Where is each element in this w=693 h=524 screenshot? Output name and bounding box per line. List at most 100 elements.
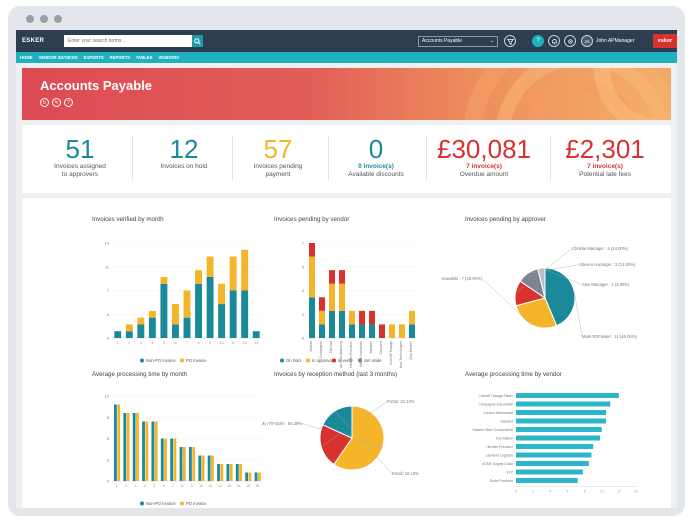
main-nav: HOME VENDOR INVOICES EXPORTS REPORTS TAB… <box>16 52 677 63</box>
kpi-potential-late-fees[interactable]: £2,301 7 invoice(s) Potential late fees <box>550 125 660 193</box>
window-maximize-dot[interactable] <box>54 15 62 23</box>
bar-non-po-invoice <box>226 464 230 481</box>
kpi-invoices-assigned[interactable]: 51 Invoices assigned to approvers <box>32 125 128 193</box>
kpi-label: Available discounts <box>348 170 404 178</box>
pie-leader-line <box>527 264 581 274</box>
bar-po-invoice <box>117 404 121 481</box>
bar-non-po-invoice <box>114 404 117 481</box>
x-tick-label: 12 <box>617 490 621 494</box>
bar-segment <box>229 256 237 291</box>
window-minimize-dot[interactable] <box>40 15 48 23</box>
bar <box>516 469 583 475</box>
notifications-button[interactable] <box>548 35 560 47</box>
kpi-value: 12 <box>169 134 199 164</box>
bar-segment <box>369 310 375 325</box>
bar-segment <box>241 249 249 291</box>
filter-button[interactable] <box>504 35 516 47</box>
chart-title: Average processing time by vendor <box>465 371 562 378</box>
x-tick-label: 15 <box>246 484 250 488</box>
y-tick-label: 0 <box>107 336 110 341</box>
legend-swatch <box>332 358 336 363</box>
nav-item-exports[interactable]: EXPORTS <box>83 55 104 60</box>
chart-invoices-pending-by-vendor[interactable]: 0 2 4 5 7 Acmad Compagnie Dahoud Eckman Manufact… <box>277 228 427 368</box>
search-button[interactable] <box>192 35 203 47</box>
legend-swatch <box>180 501 184 506</box>
bar-segment <box>339 270 345 284</box>
kpi-sub: 7 invoice(s) <box>587 163 623 170</box>
bar-segment <box>319 324 325 338</box>
window-close-dot[interactable] <box>26 15 34 23</box>
chart-title: Invoices pending by approver <box>465 216 546 223</box>
bar-segment <box>206 256 214 277</box>
help-button[interactable]: ? <box>532 35 544 47</box>
nav-item-home[interactable]: HOME <box>20 55 33 60</box>
kpi-overdue-amount[interactable]: £30,081 7 invoice(s) Overdue amount <box>422 125 546 193</box>
bar-segment <box>206 276 214 338</box>
pie-leader-line <box>334 410 393 474</box>
bar <box>516 393 619 398</box>
window-titlebar <box>8 6 685 32</box>
nav-item-vendor-invoices[interactable]: VENDOR INVOICES <box>38 55 78 60</box>
search-icon <box>194 37 201 45</box>
avatar[interactable]: JA <box>581 35 593 47</box>
bar-po-invoice <box>145 421 149 481</box>
x-tick-label: 3 <box>140 341 142 345</box>
pie-label: Rose EKowalski : 7 (28.00%) <box>442 276 483 281</box>
bar-non-po-invoice <box>217 464 220 481</box>
bar-segment <box>329 310 335 338</box>
x-tick-label: 7 <box>186 341 188 345</box>
bar <box>516 410 606 415</box>
divider <box>426 135 427 181</box>
browser-frame: ESKER Accounts Payable ⌄ ? <box>8 6 685 516</box>
bar-segment <box>183 290 191 318</box>
legend-swatch <box>180 358 184 363</box>
bar-segment <box>329 283 335 311</box>
kpi-label: Invoices pending <box>253 163 303 170</box>
legend-swatch <box>140 501 144 506</box>
kpi-invoices-on-hold[interactable]: 12 Invoices on hold <box>136 125 232 193</box>
role-select[interactable]: Accounts Payable ⌄ <box>418 36 498 47</box>
y-tick-label: 5 <box>107 436 110 441</box>
info-icon[interactable]: ? <box>64 98 73 107</box>
y-tick-label: Tool Station <box>495 437 513 441</box>
chart-invoices-pending-by-approver[interactable]: Mark EDFowler : 11 (45.00%) Rose EKowalsk… <box>442 228 652 358</box>
divider <box>328 135 329 181</box>
nav-item-reports[interactable]: REPORTS <box>109 55 130 60</box>
bar-po-invoice <box>229 464 233 481</box>
chart-invoices-by-reception-method[interactable]: My ATFolder : 59.39% Portal: 22.13% Email:… <box>262 383 442 503</box>
bar-non-po-invoice <box>207 455 211 481</box>
settings-button[interactable] <box>564 35 576 47</box>
nav-item-vendors[interactable]: VENDORS <box>158 55 180 60</box>
x-tick-label: Compagnie <box>319 341 323 358</box>
bar-po-invoice <box>173 438 177 481</box>
x-tick-label: 13 <box>227 484 231 488</box>
x-tick-label: 9 <box>209 341 211 345</box>
refresh-icon[interactable]: ↻ <box>40 98 49 107</box>
kpi-invoices-pending-payment[interactable]: 57 Invoices pending payment <box>230 125 326 193</box>
search-input[interactable] <box>64 35 192 47</box>
kpi-value: 51 <box>65 134 95 164</box>
bar-po-invoice <box>248 472 252 481</box>
kpi-label: Invoices assigned <box>54 163 106 170</box>
app-logo[interactable]: ESKER <box>22 38 45 44</box>
bar-segment <box>172 304 179 325</box>
bar-segment <box>349 324 355 338</box>
x-tick-label: Cotonfil Tissage <box>389 341 393 365</box>
chart-average-processing-time-by-vendor[interactable]: Cotonfil Tissage Fabric Compagnie Industr… <box>454 383 654 503</box>
bar-po-invoice <box>164 438 167 481</box>
bar-segment <box>369 324 375 338</box>
y-tick-label: Cotonfil Tissage Fabric <box>479 394 514 398</box>
kpi-available-discounts[interactable]: 0 0 invoice(s) Available discounts <box>328 125 424 193</box>
legend-label: PO Invoice <box>186 358 207 363</box>
bar-segment <box>309 256 315 298</box>
bar-segment <box>137 317 145 325</box>
bar-segment <box>319 310 325 325</box>
user-name[interactable]: John APManager <box>596 38 635 44</box>
bar-po-invoice <box>126 413 130 481</box>
edit-icon[interactable]: ✎ <box>52 98 61 107</box>
nav-item-tables[interactable]: TABLES <box>135 55 153 60</box>
kpi-value: £30,081 <box>437 134 531 164</box>
x-tick-label: 2 <box>128 341 130 345</box>
